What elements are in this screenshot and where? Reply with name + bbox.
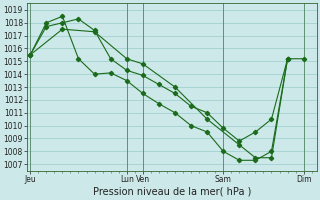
X-axis label: Pression niveau de la mer( hPa ): Pression niveau de la mer( hPa ) <box>92 187 251 197</box>
